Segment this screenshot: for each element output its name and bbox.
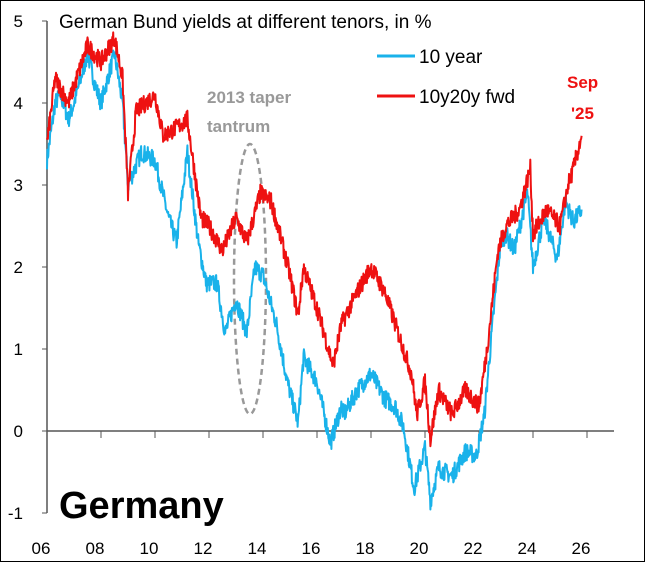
y-tick-label: 2 <box>14 258 23 277</box>
x-tick-label: 06 <box>32 539 51 558</box>
x-tick-label: 20 <box>410 539 429 558</box>
series-lines <box>46 31 583 511</box>
annotation-sep-2: '25 <box>571 104 594 123</box>
x-tick-label: 24 <box>518 539 537 558</box>
x-tick-label: 22 <box>464 539 483 558</box>
x-tick-label: 26 <box>572 539 591 558</box>
y-tick-label: 1 <box>14 340 23 359</box>
x-tick-label: 08 <box>86 539 105 558</box>
annotation-taper-1: 2013 taper <box>207 88 291 107</box>
x-tick-label: 18 <box>356 539 375 558</box>
y-tick-label: 0 <box>14 422 23 441</box>
y-tick-label: -1 <box>8 504 23 523</box>
annotation-sep-1: Sep <box>567 73 598 92</box>
y-tick-label: 4 <box>14 94 23 113</box>
chart-title: German Bund yields at different tenors, … <box>59 12 432 33</box>
taper-tantrum-ellipse <box>232 142 268 416</box>
legend-label-10y20y: 10y20y fwd <box>419 87 515 108</box>
x-tick-label: 16 <box>302 539 321 558</box>
series-line-10y20y-fwd <box>46 31 583 448</box>
legend-label-10-year: 10 year <box>419 47 483 68</box>
y-tick-label: 5 <box>14 12 23 31</box>
series-line-10-year <box>46 47 583 511</box>
x-tick-label: 14 <box>248 539 267 558</box>
y-tick-label: 3 <box>14 176 23 195</box>
annotation-taper-2: tantrum <box>207 117 270 136</box>
x-tick-label: 10 <box>140 539 159 558</box>
country-label: Germany <box>59 485 224 527</box>
x-tick-label: 12 <box>194 539 213 558</box>
